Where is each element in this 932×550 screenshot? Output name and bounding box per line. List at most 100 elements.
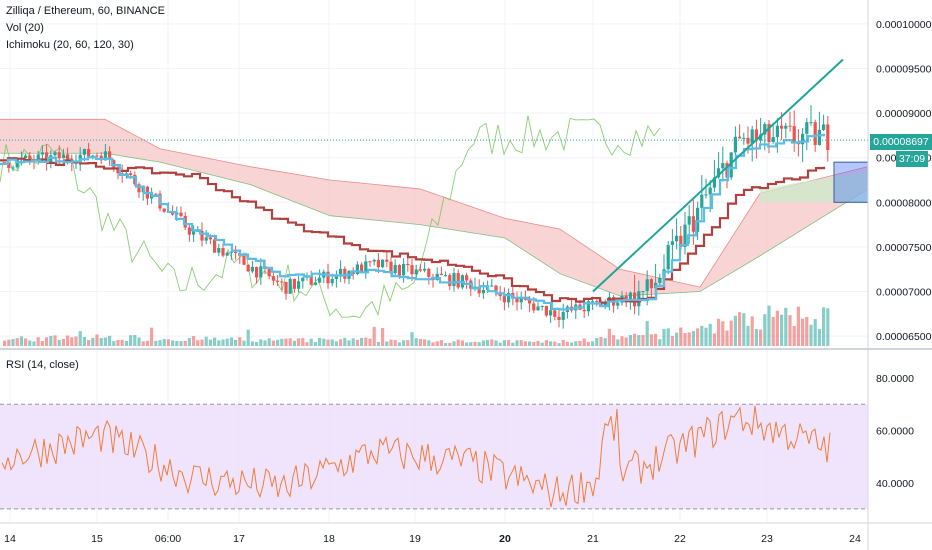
- volume-bar: [385, 341, 389, 346]
- volume-bar: [469, 342, 473, 346]
- candle-body: [826, 124, 830, 151]
- time-axis-label: 24: [849, 533, 861, 545]
- candle-body: [385, 259, 389, 262]
- candle-body: [553, 310, 557, 317]
- volume-bar: [662, 328, 666, 346]
- volume-bar: [645, 320, 649, 346]
- volume-bar: [700, 325, 704, 346]
- volume-bar: [574, 341, 578, 346]
- volume-bar: [141, 341, 145, 346]
- candle-body: [339, 268, 343, 275]
- candle-body: [402, 263, 406, 276]
- volume-bar: [528, 341, 532, 346]
- ichimoku-legend[interactable]: Ichimoku (20, 60, 120, 30): [6, 39, 134, 51]
- candle-body: [683, 224, 687, 247]
- volume-bar: [439, 340, 443, 346]
- volume-bar: [225, 338, 229, 346]
- volume-bar: [649, 334, 653, 346]
- candle-body: [490, 285, 494, 287]
- volume-bar: [738, 312, 742, 346]
- volume-bar: [70, 337, 74, 346]
- volume-bar: [486, 339, 490, 346]
- volume-bar: [502, 340, 506, 346]
- volume-bar: [120, 339, 124, 346]
- volume-bar: [78, 331, 82, 346]
- volume-bar: [675, 332, 679, 346]
- candle-body: [549, 310, 553, 316]
- candle-body: [334, 274, 338, 280]
- volume-bar: [213, 337, 217, 346]
- candle-body: [360, 264, 364, 273]
- candle-body: [822, 124, 826, 130]
- time-axis-label: 19: [409, 533, 421, 545]
- candle-body: [435, 273, 439, 280]
- rsi-axis-label: 80.0000: [876, 373, 914, 385]
- candle-body: [628, 292, 632, 303]
- volume-bar: [57, 339, 61, 346]
- candle-body: [817, 129, 821, 146]
- volume-bar: [124, 340, 128, 346]
- candle-body: [649, 279, 653, 289]
- candle-body: [754, 129, 758, 141]
- volume-legend[interactable]: Vol (20): [6, 22, 44, 34]
- volume-bar: [368, 338, 372, 346]
- volume-bar: [32, 341, 36, 346]
- candle-body: [410, 265, 414, 275]
- candle-body: [532, 303, 536, 311]
- volume-bar: [284, 338, 288, 346]
- candle-body: [507, 292, 511, 303]
- volume-bar: [448, 342, 452, 346]
- volume-bar: [145, 340, 149, 346]
- candle-body: [61, 154, 65, 159]
- symbol-legend[interactable]: Zilliqa / Ethereum, 60, BINANCE: [6, 5, 165, 17]
- candle-body: [45, 152, 49, 163]
- candle-body: [750, 129, 754, 144]
- volume-bar: [166, 339, 170, 346]
- volume-bar: [431, 342, 435, 346]
- volume-bar: [410, 332, 414, 346]
- candle-body: [771, 137, 775, 143]
- candle-body: [381, 259, 385, 268]
- candle-body: [733, 136, 737, 153]
- volume-bar: [591, 341, 595, 346]
- candles: [3, 105, 830, 329]
- volume-bar: [536, 340, 540, 346]
- price-axis-label: 0.00009500: [876, 63, 932, 75]
- volume-bar: [305, 342, 309, 346]
- volume-bar: [192, 336, 196, 346]
- candle-body: [24, 155, 28, 159]
- volume-bar: [603, 338, 607, 346]
- candle-body: [494, 285, 498, 293]
- candle-body: [666, 245, 670, 270]
- volume-bar: [334, 341, 338, 346]
- rsi-legend[interactable]: RSI (14, close): [6, 359, 79, 371]
- volume-bar: [759, 329, 763, 346]
- volume-bar: [490, 339, 494, 346]
- candle-body: [704, 194, 708, 196]
- volume-bar: [801, 318, 805, 346]
- volume-bar: [607, 328, 611, 346]
- volume-bar: [473, 341, 477, 346]
- volume-bar: [297, 338, 301, 346]
- volume-bar: [780, 314, 784, 346]
- ichimoku-base-line: [0, 157, 826, 304]
- volume-bar: [250, 341, 254, 346]
- candle-body: [242, 255, 246, 265]
- volume-bar: [66, 335, 70, 346]
- candle-body: [288, 278, 292, 294]
- volume-bar: [200, 339, 204, 346]
- candle-body: [792, 126, 796, 142]
- volume-bar: [397, 342, 401, 346]
- candle-body: [708, 187, 712, 195]
- time-axis-label: 15: [91, 533, 103, 545]
- volume-bar: [217, 340, 221, 346]
- ichimoku-lagging-span: [0, 115, 661, 319]
- volume-bar: [717, 318, 721, 346]
- ichimoku-cloud-bullish: [760, 171, 868, 203]
- candle-body: [40, 152, 44, 155]
- volume-bar: [654, 333, 658, 346]
- candle-body: [477, 286, 481, 294]
- volume-bar: [498, 342, 502, 346]
- candle-body: [284, 282, 288, 294]
